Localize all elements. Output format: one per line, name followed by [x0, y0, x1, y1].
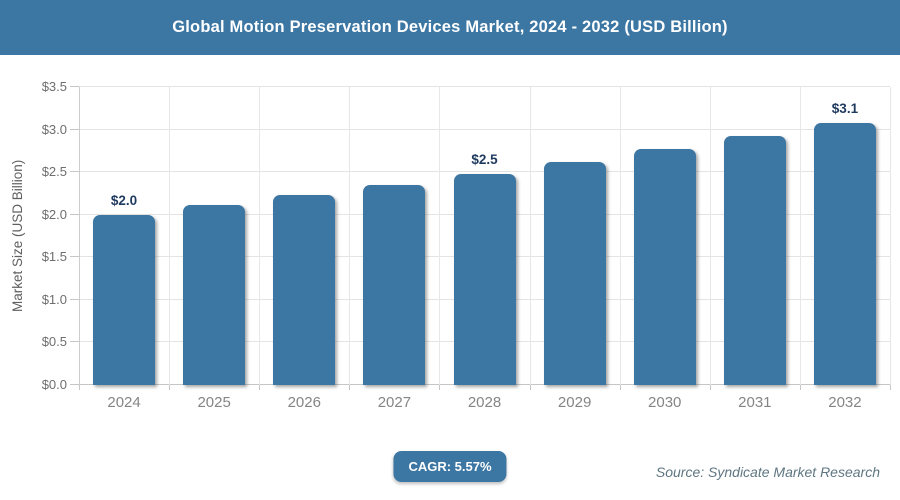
- bar-2030: [633, 149, 696, 385]
- x-axis-tick: [709, 385, 711, 390]
- bar-value-label-2032: $3.1: [831, 100, 859, 116]
- bar-2024: [93, 214, 156, 385]
- source-text: Source: Syndicate Market Research: [655, 464, 880, 480]
- bar-2026: [273, 195, 336, 385]
- v-gridline: [619, 87, 621, 385]
- chart-title: Global Motion Preservation Devices Marke…: [172, 18, 728, 36]
- v-gridline: [529, 87, 531, 385]
- bar-2027: [363, 184, 426, 385]
- y-tick-label: $1.5: [41, 249, 67, 265]
- y-axis-tick: [70, 298, 79, 300]
- y-axis-tick: [70, 256, 79, 258]
- v-gridline: [709, 87, 711, 385]
- x-label-2024: 2024: [107, 394, 141, 411]
- y-axis-tick: [70, 213, 79, 215]
- v-gridline: [169, 87, 171, 385]
- bar-value-label-2028: $2.5: [471, 151, 498, 167]
- bar-2028: [453, 173, 516, 385]
- x-label-2028: 2028: [467, 394, 502, 411]
- y-tick-label: $0.0: [41, 377, 67, 392]
- x-label-2027: 2027: [377, 394, 412, 411]
- x-axis-tick: [619, 385, 621, 390]
- y-axis-tick: [70, 86, 79, 87]
- y-tick-label: $2.0: [41, 206, 67, 222]
- y-tick-label: $3.0: [41, 121, 67, 137]
- y-tick-label: $2.5: [41, 164, 67, 180]
- v-gridline: [259, 87, 261, 385]
- y-tick-label: $0.5: [41, 334, 67, 350]
- bar-2029: [543, 161, 606, 385]
- y-axis-tick: [70, 128, 79, 130]
- y-tick-label: $1.0: [41, 291, 67, 307]
- x-axis-tick: [349, 385, 351, 390]
- bar-2031: [723, 136, 786, 385]
- v-gridline: [890, 87, 891, 385]
- x-axis-tick: [799, 385, 801, 390]
- x-label-2031: 2031: [738, 394, 772, 411]
- v-gridline: [439, 87, 441, 385]
- x-axis-tick: [169, 385, 171, 390]
- x-axis-tick: [890, 385, 891, 390]
- bar-2032: [813, 122, 876, 385]
- v-gridline: [79, 87, 80, 385]
- x-axis-tick: [439, 385, 441, 390]
- bar-2025: [183, 205, 246, 385]
- v-gridline: [799, 87, 801, 385]
- y-tick-label: $3.5: [41, 79, 67, 94]
- chart-header: Global Motion Preservation Devices Marke…: [0, 0, 900, 55]
- x-axis-tick: [259, 385, 261, 390]
- x-axis-tick: [529, 385, 531, 390]
- y-axis-tick: [70, 384, 79, 385]
- x-label-2032: 2032: [828, 394, 862, 411]
- y-axis-tick: [70, 341, 79, 343]
- v-gridline: [349, 87, 351, 385]
- cagr-badge: CAGR: 5.57%: [393, 451, 507, 482]
- h-gridline: [79, 128, 890, 130]
- x-label-2029: 2029: [557, 394, 592, 411]
- bar-value-label-2024: $2.0: [110, 192, 138, 208]
- y-axis-tick: [70, 171, 79, 173]
- x-label-2030: 2030: [648, 394, 682, 411]
- x-label-2025: 2025: [197, 394, 231, 411]
- x-label-2026: 2026: [287, 394, 321, 411]
- h-gridline: [79, 171, 890, 173]
- h-gridline: [79, 86, 890, 87]
- plot-area: $0.0 $0.5 $1.0 $1.5 $2.0 $2.5 $3.0 $3.5 $2.0 2024…: [42, 79, 891, 411]
- x-axis-tick: [79, 385, 80, 390]
